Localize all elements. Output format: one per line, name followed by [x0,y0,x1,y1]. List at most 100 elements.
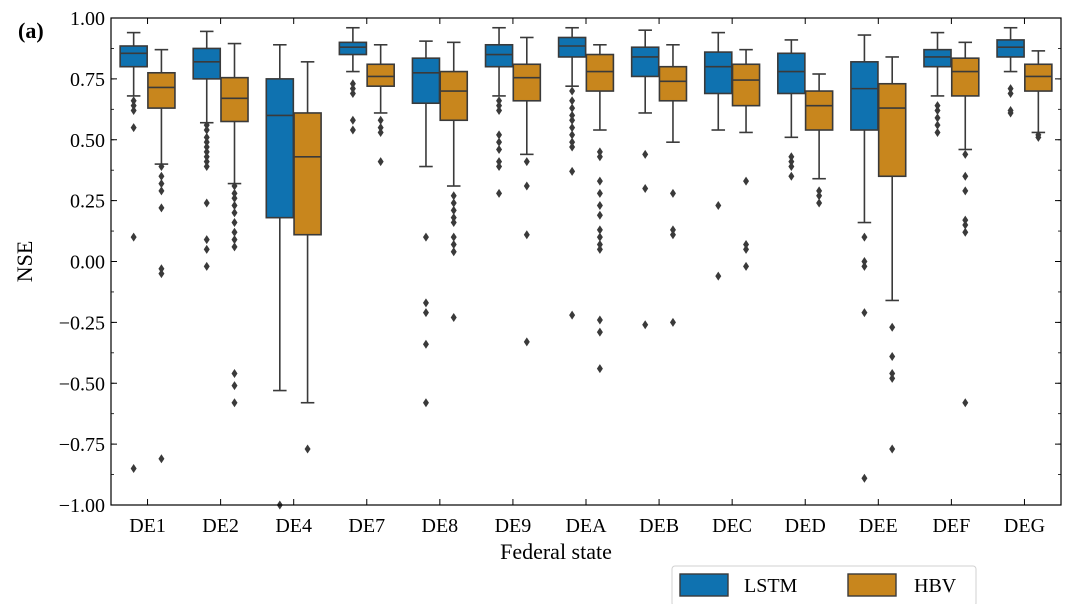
outlier-point [669,188,676,198]
outlier-point [130,101,137,111]
outlier-point [1007,88,1014,98]
box-hbv-de8 [439,41,469,323]
outlier-point [934,127,941,137]
outlier-point [596,364,603,374]
box-lstm-de2 [192,30,222,271]
outlier-point [1007,84,1014,94]
box-lstm-de1 [119,31,148,473]
y-tick-label: 0.00 [70,252,105,274]
box-lstm-dec [703,31,733,281]
x-tick-label: DEF [932,515,970,537]
outlier-point [203,132,210,142]
outlier-point [450,213,457,223]
box-hbv-dea [585,43,615,374]
iqr-box [192,47,222,80]
x-tick-label: DE2 [202,515,239,537]
outlier-point [377,123,384,133]
outlier-point [569,310,576,320]
outlier-point [158,203,165,213]
outlier-point [816,191,823,201]
outlier-point [861,232,868,242]
outlier-point [569,115,576,125]
outlier-point [596,147,603,157]
outlier-point [231,369,238,379]
outlier-point [231,381,238,391]
outlier-point [596,327,603,337]
iqr-box [439,70,469,122]
y-axis: −1.00 −0.75 −0.50 −0.25 0.00 0.25 0.50 0.75 1.00 [59,8,1061,517]
legend-swatch-hbv [847,573,897,597]
outlier-point [715,271,722,281]
outlier-point [349,79,356,89]
outlier-point [743,261,750,271]
outlier-point [889,322,896,332]
iqr-box [220,76,249,123]
outlier-point [523,337,530,347]
outlier-point [203,261,210,271]
outlier-point [496,144,503,154]
outlier-point [450,198,457,208]
x-axis-label: Federal state [500,539,612,564]
y-tick-label: 1.00 [70,8,105,30]
iqr-box [950,57,980,97]
iqr-box [265,78,295,219]
outlier-point [934,120,941,130]
outlier-point [450,247,457,257]
outlier-point [596,244,603,254]
outlier-point [496,106,503,116]
outlier-point [158,186,165,196]
iqr-box [512,63,542,102]
outlier-point [596,315,603,325]
box-hbv-de7 [366,43,395,167]
box-hbv-de4 [293,61,322,454]
outlier-point [669,230,676,240]
outlier-point [450,239,457,249]
box-lstm-de8 [411,40,441,408]
outlier-point [962,227,969,237]
legend-label-lstm: LSTM [744,575,798,597]
plot-area [119,26,1053,510]
iqr-box [777,52,806,95]
outlier-point [203,152,210,162]
iqr-box [1024,63,1053,92]
outlier-point [816,186,823,196]
outlier-point [743,239,750,249]
iqr-box [557,36,587,58]
outlier-point [130,106,137,116]
outlier-point [788,152,795,162]
outlier-point [450,313,457,323]
outlier-point [231,235,238,245]
outlier-point [596,176,603,186]
outlier-point [158,454,165,464]
outlier-point [422,308,429,318]
outlier-point [569,110,576,120]
outlier-point [596,210,603,220]
outlier-point [377,115,384,125]
box-hbv-dec [731,48,761,271]
iqr-box [923,48,952,68]
x-axis: DE1 DE2 DE4 DE7 DE8 DE9 DEA DEB DEC DED DEE DEF DEG [129,18,1045,537]
outlier-point [523,230,530,240]
outlier-point [231,181,238,191]
outlier-point [596,232,603,242]
x-tick-label: DE9 [495,515,532,537]
outlier-point [130,463,137,473]
outlier-point [1007,108,1014,118]
outlier-point [203,235,210,245]
outlier-point [349,125,356,135]
outlier-point [962,215,969,225]
outlier-point [203,162,210,172]
iqr-box [877,82,907,178]
outlier-point [669,317,676,327]
box-hbv-dee [877,56,907,454]
outlier-point [130,232,137,242]
outlier-point [422,339,429,349]
outlier-point [496,96,503,106]
outlier-point [422,298,429,308]
iqr-box [996,39,1025,58]
outlier-point [642,183,649,193]
outlier-point [450,191,457,201]
outlier-point [934,106,941,116]
outlier-point [596,188,603,198]
x-tick-label: DEB [639,515,679,537]
